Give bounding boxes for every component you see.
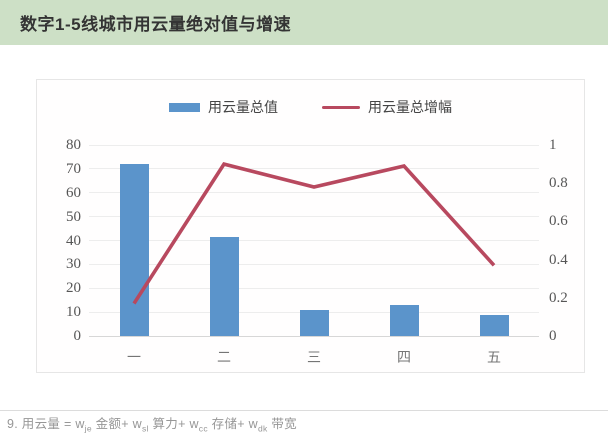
left-axis-tick: 0 <box>73 328 82 344</box>
legend-bar-swatch <box>169 102 200 112</box>
left-axis-tick: 40 <box>66 232 81 249</box>
legend-item: 用云量总增幅 <box>322 97 452 117</box>
footnote-subscript: dk <box>257 423 268 434</box>
footnote-subscript: cc <box>198 423 208 434</box>
x-axis-label: 二 <box>217 349 231 365</box>
legend-item: 用云量总值 <box>169 97 278 117</box>
gridline <box>89 168 539 170</box>
bar <box>479 315 509 336</box>
x-axis-label: 一 <box>127 349 141 365</box>
gridline <box>89 192 539 194</box>
footnote: 9. 用云量 = wje 金额+ wsl 算力+ wcc 存储+ wdk 带宽 <box>7 417 297 434</box>
trend-polyline <box>132 162 496 305</box>
right-axis-tick: 0.8 <box>549 175 568 192</box>
left-axis-tick: 20 <box>66 280 81 297</box>
header-bar: 数字1-5线城市用云量绝对值与增速 <box>0 0 608 45</box>
left-axis-tick: 50 <box>66 208 81 225</box>
x-axis-label: 四 <box>397 349 411 365</box>
bar <box>299 309 329 336</box>
footnote-subscript: je <box>84 423 92 434</box>
legend-line-swatch <box>322 105 360 109</box>
right-axis-tick: 0.4 <box>549 251 568 268</box>
footnote-divider <box>0 410 608 411</box>
right-axis-tick: 0.2 <box>549 289 568 306</box>
left-axis-tick: 30 <box>66 256 81 273</box>
right-axis-tick: 0 <box>549 328 557 344</box>
chart-legend: 用云量总值 用云量总增幅 <box>37 97 584 117</box>
left-axis-tick: 60 <box>66 184 81 201</box>
plot-area <box>89 144 539 337</box>
x-axis-label: 五 <box>487 349 501 365</box>
footnote-subscript: sl <box>141 423 149 434</box>
gridline <box>89 144 539 146</box>
gridline <box>89 287 539 289</box>
x-axis-label: 三 <box>307 349 321 365</box>
right-axis-tick: 0.6 <box>549 213 568 230</box>
legend-label: 用云量总增幅 <box>368 99 452 115</box>
bar <box>389 304 419 336</box>
left-axis-tick: 80 <box>66 137 81 153</box>
gridline <box>89 216 539 218</box>
bar <box>209 236 239 336</box>
trend-line <box>132 162 496 305</box>
left-axis-tick: 10 <box>66 304 81 321</box>
left-axis-tick: 70 <box>66 160 81 177</box>
gridline <box>89 263 539 265</box>
page-title: 数字1-5线城市用云量绝对值与增速 <box>20 15 292 34</box>
right-axis-tick: 1 <box>549 137 557 153</box>
bar <box>119 164 149 336</box>
chart-panel: 用云量总值 用云量总增幅 0 10 20 30 40 50 60 70 80 0 0.2 0.4 0.6 0… <box>36 79 585 373</box>
legend-label: 用云量总值 <box>208 99 278 115</box>
gridline <box>89 240 539 241</box>
gridline <box>89 335 539 337</box>
